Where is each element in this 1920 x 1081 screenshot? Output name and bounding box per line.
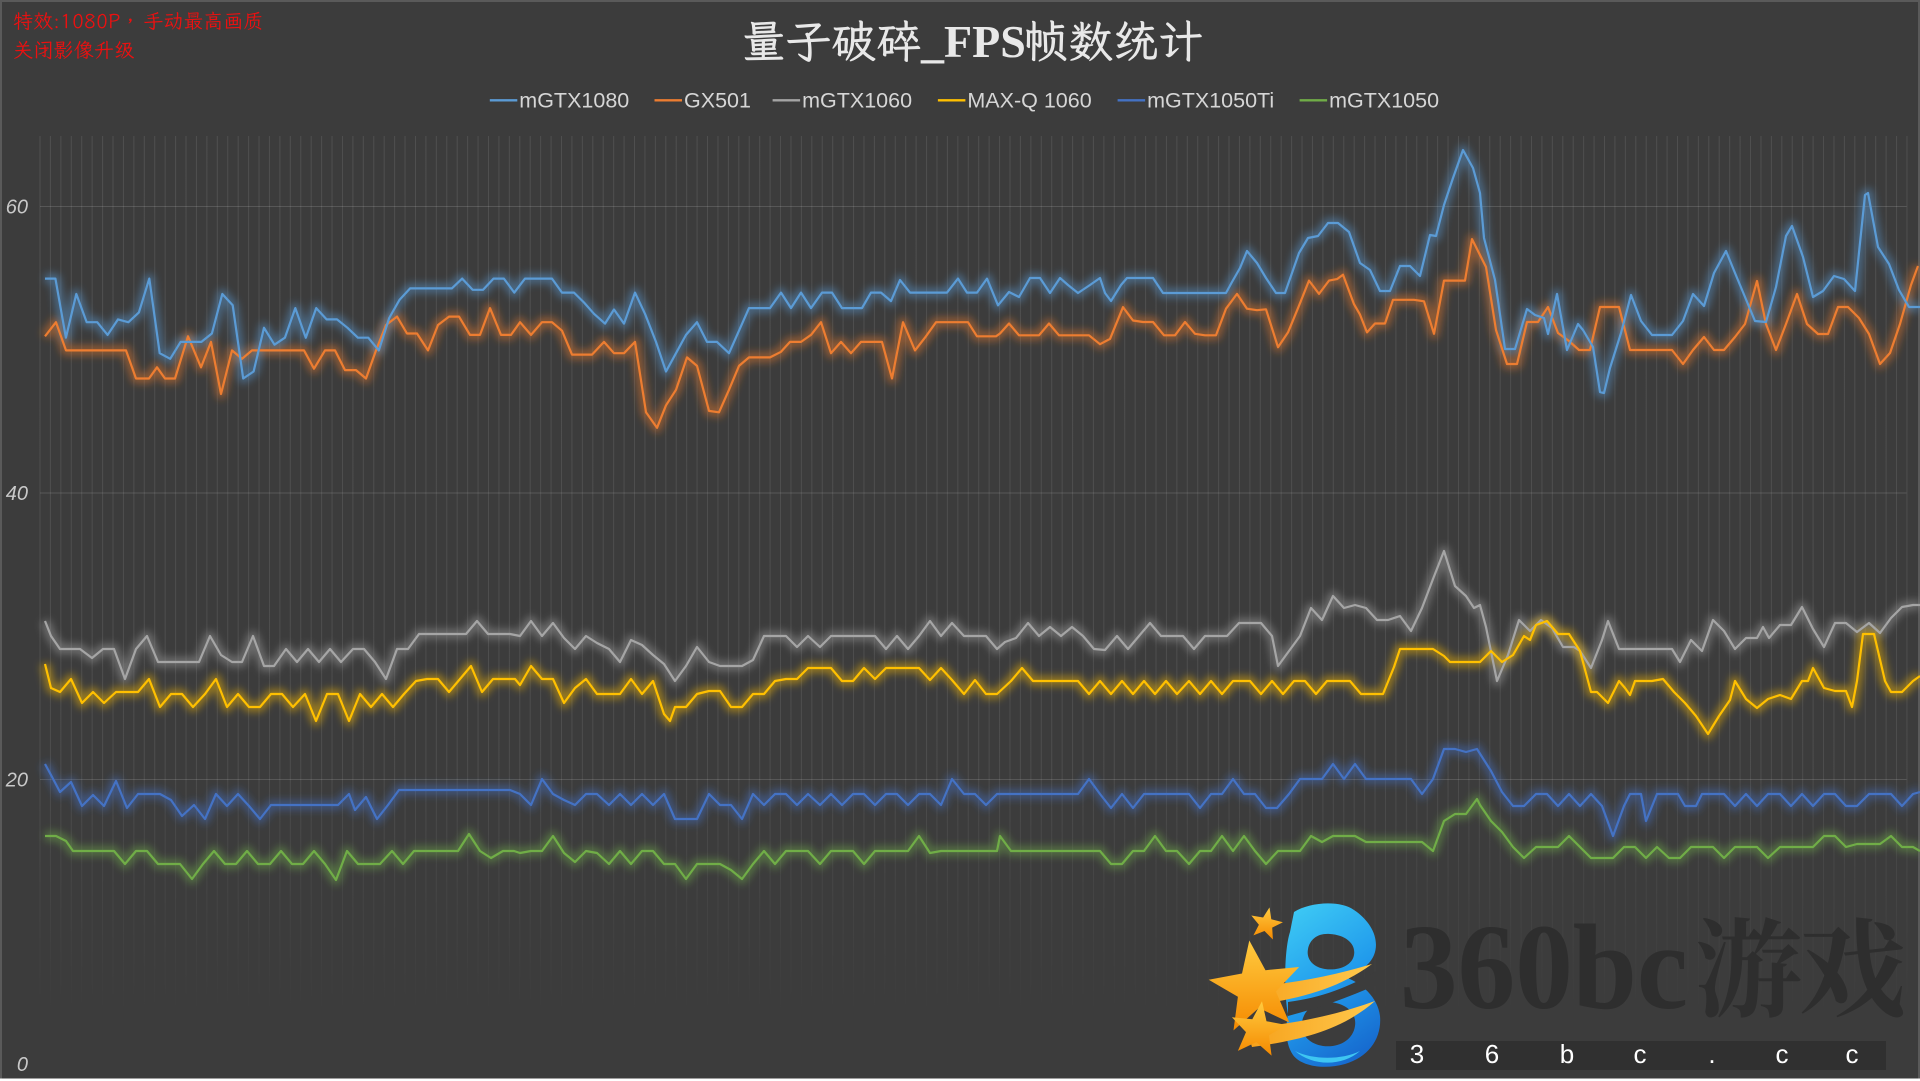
svg-text:c: c <box>1846 1039 1859 1069</box>
svg-text:mGTX1050Ti: mGTX1050Ti <box>1147 89 1274 113</box>
svg-text:.: . <box>1708 1039 1715 1069</box>
svg-text:c: c <box>1634 1039 1647 1069</box>
svg-text:MAX-Q 1060: MAX-Q 1060 <box>967 89 1091 113</box>
svg-text:_FPS: _FPS <box>920 16 1026 67</box>
svg-text:3: 3 <box>1410 1039 1424 1069</box>
svg-text:40: 40 <box>6 483 28 505</box>
svg-text:GX501: GX501 <box>684 89 751 113</box>
svg-text:20: 20 <box>5 770 28 792</box>
svg-text:b: b <box>1560 1039 1574 1069</box>
svg-text:6: 6 <box>1485 1039 1499 1069</box>
svg-text:c: c <box>1776 1039 1789 1069</box>
svg-text:mGTX1050: mGTX1050 <box>1329 89 1439 113</box>
svg-text:360bc: 360bc <box>1400 900 1688 1035</box>
svg-text:mGTX1060: mGTX1060 <box>802 89 912 113</box>
svg-text:60: 60 <box>6 197 28 219</box>
svg-text:0: 0 <box>17 1054 28 1076</box>
svg-text:mGTX1080: mGTX1080 <box>519 89 629 113</box>
